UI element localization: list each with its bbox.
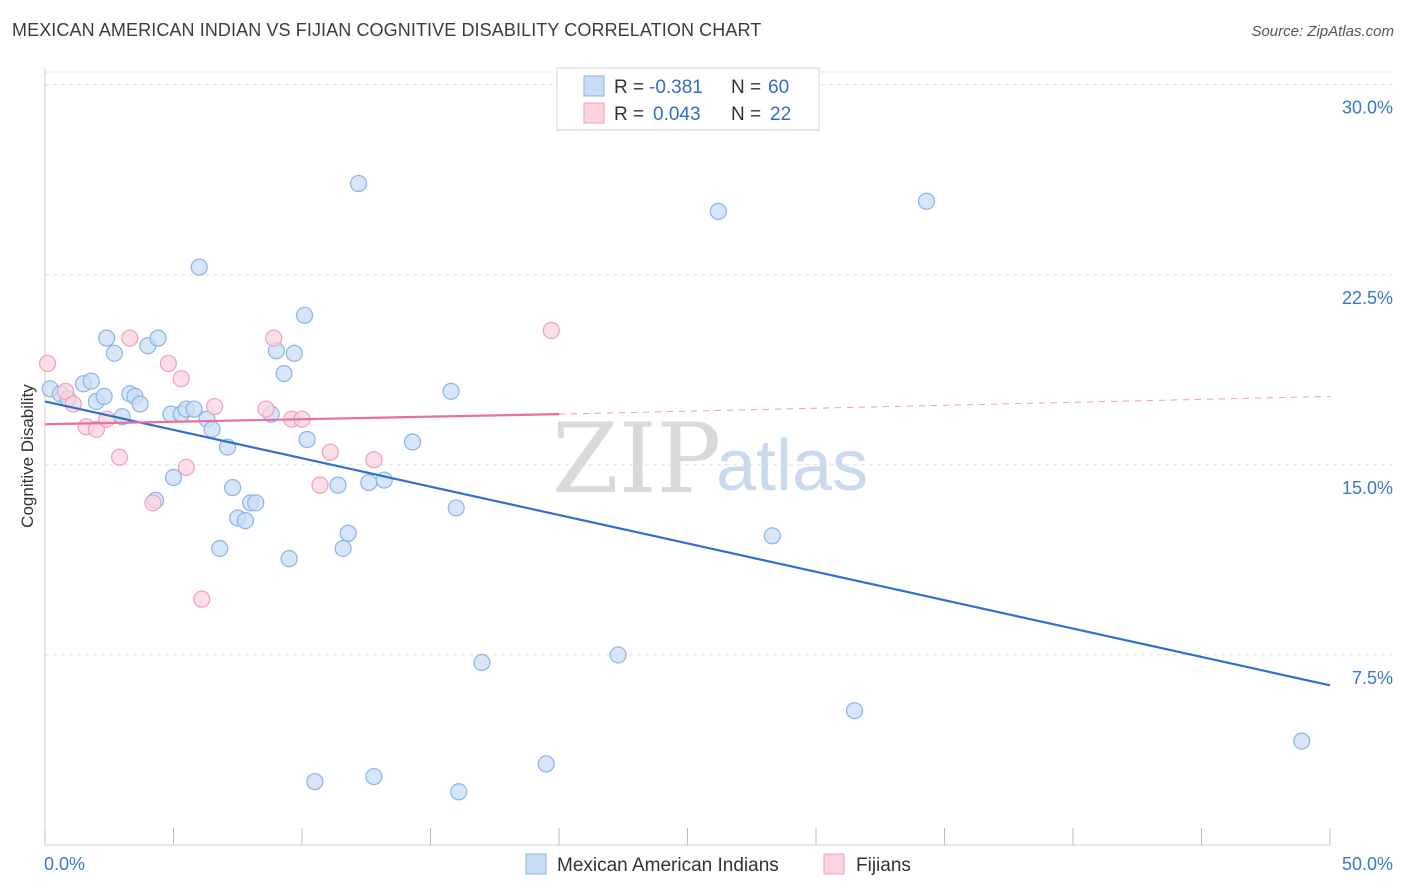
y-tick-label: 22.5%: [1342, 288, 1393, 308]
point-mexican-american-indian: [473, 653, 491, 672]
chart-title: MEXICAN AMERICAN INDIAN VS FIJIAN COGNIT…: [12, 20, 762, 40]
point-mexican-american-indian: [105, 344, 123, 362]
point-mexican-american-indian: [236, 511, 255, 530]
point-mexican-american-indian: [131, 395, 149, 413]
x-tick-labels: 0.0% 50.0%: [44, 854, 1393, 874]
point-fijian: [110, 448, 129, 466]
point-fijian: [365, 451, 383, 469]
x-tick-label-min: 0.0%: [44, 854, 85, 874]
x-tick-label-max: 50.0%: [1342, 854, 1393, 874]
series-legend: Mexican American Indians Fijians: [525, 853, 911, 876]
point-fijian: [206, 397, 224, 416]
point-fijian: [193, 590, 211, 608]
y-tick-label: 30.0%: [1342, 98, 1393, 118]
point-mexican-american-indian: [280, 550, 298, 568]
point-mexican-american-indian: [537, 755, 555, 773]
point-mexican-american-indian: [98, 329, 116, 347]
chart-source: Source: ZipAtlas.com: [1251, 23, 1394, 40]
point-fijian: [265, 329, 283, 347]
trend-lines: [44, 395, 1331, 687]
legend-r-value-1: -0.381: [649, 77, 703, 98]
trend-line-mexican-american-indians: [44, 400, 1331, 687]
point-mexican-american-indian: [295, 306, 314, 324]
point-mexican-american-indian: [275, 364, 293, 383]
point-mexican-american-indian: [306, 773, 324, 791]
point-mexican-american-indian: [247, 494, 265, 512]
data-points: [38, 174, 1311, 801]
series-legend-swatch-pink: [823, 853, 845, 875]
point-fijian: [542, 321, 560, 340]
point-fijian: [311, 476, 329, 494]
point-mexican-american-indian: [224, 479, 242, 497]
point-mexican-american-indian: [403, 433, 422, 451]
legend-r-label-2: R =: [614, 104, 644, 125]
point-fijian: [121, 329, 139, 347]
point-mexican-american-indian: [447, 499, 465, 517]
legend-r-label-1: R =: [614, 77, 644, 98]
series-legend-label-pink: Fijians: [856, 855, 911, 876]
point-mexican-american-indian: [917, 192, 936, 210]
point-mexican-american-indian: [360, 473, 378, 492]
point-mexican-american-indian: [1293, 732, 1311, 750]
watermark-zip: ZIP: [552, 403, 721, 515]
stats-legend: R = -0.381 N = 60 R = 0.043 N = 22: [556, 67, 820, 131]
point-fijian: [257, 400, 275, 418]
point-mexican-american-indian: [185, 400, 203, 418]
legend-swatch-blue: [583, 75, 605, 97]
point-mexican-american-indian: [334, 539, 352, 558]
point-mexican-american-indian: [329, 476, 347, 494]
point-mexican-american-indian: [203, 420, 221, 438]
gridlines: [45, 71, 1392, 656]
point-mexican-american-indian: [349, 174, 368, 193]
point-mexican-american-indian: [82, 372, 100, 390]
point-mexican-american-indian: [365, 767, 383, 786]
point-fijian: [177, 458, 195, 476]
point-mexican-american-indian: [95, 387, 113, 406]
y-tick-labels: 7.5% 15.0% 22.5% 30.0%: [1342, 98, 1393, 688]
legend-swatch-pink: [583, 102, 605, 124]
point-mexican-american-indian: [339, 524, 357, 542]
legend-n-value-1: 60: [768, 77, 789, 98]
point-mexican-american-indian: [149, 329, 167, 347]
legend-n-label-2: N =: [731, 104, 761, 125]
legend-n-label-1: N =: [731, 77, 761, 98]
y-tick-label: 7.5%: [1352, 668, 1393, 688]
point-mexican-american-indian: [298, 430, 316, 449]
point-fijian: [159, 354, 177, 373]
point-fijian: [172, 370, 190, 388]
series-legend-swatch-blue: [525, 853, 547, 875]
point-fijian: [38, 354, 57, 373]
point-fijian: [87, 420, 106, 438]
point-mexican-american-indian: [450, 783, 468, 801]
point-fijian: [144, 494, 162, 512]
legend-r-value-2: 0.043: [653, 104, 701, 125]
legend-n-value-2: 22: [770, 104, 791, 125]
point-fijian: [321, 443, 339, 461]
trend-line-fijians: [44, 413, 560, 426]
point-mexican-american-indian: [164, 468, 183, 487]
y-axis-label: Cognitive Disability: [18, 384, 37, 528]
point-mexican-american-indian: [190, 258, 208, 276]
axes: [44, 68, 1331, 846]
point-mexican-american-indian: [845, 702, 864, 720]
trend-line-fijians-extrapolated: [558, 395, 1331, 415]
point-mexican-american-indian: [211, 539, 229, 558]
point-mexican-american-indian: [442, 382, 460, 400]
point-mexican-american-indian: [763, 527, 781, 545]
point-mexican-american-indian: [285, 344, 303, 362]
point-mexican-american-indian: [609, 646, 627, 664]
point-mexican-american-indian: [709, 202, 727, 220]
series-legend-label-blue: Mexican American Indians: [557, 855, 779, 876]
point-fijian: [56, 382, 75, 400]
watermark-atlas: atlas: [716, 426, 868, 506]
y-tick-label: 15.0%: [1342, 478, 1393, 498]
